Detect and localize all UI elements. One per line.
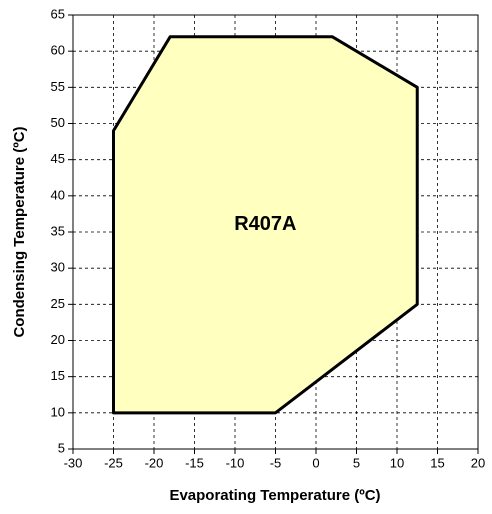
- y-tick-label: 5: [58, 440, 65, 455]
- y-tick-label: 10: [51, 404, 65, 419]
- y-tick-label: 15: [51, 368, 65, 383]
- x-tick-label: 20: [471, 455, 485, 470]
- y-tick-label: 45: [51, 151, 65, 166]
- x-tick-label: -10: [226, 455, 245, 470]
- y-tick-label: 20: [51, 332, 65, 347]
- x-tick-label: 10: [390, 455, 404, 470]
- x-tick-label: 0: [312, 455, 319, 470]
- envelope-label: R407A: [234, 213, 296, 235]
- y-tick-label: 55: [51, 79, 65, 94]
- x-axis-label: Evaporating Temperature (ºC): [169, 487, 380, 504]
- plot-frame: [72, 14, 479, 450]
- y-tick-label: 50: [51, 115, 65, 130]
- y-tick-label: 40: [51, 187, 65, 202]
- y-tick-label: 30: [51, 260, 65, 275]
- x-tick-label: -5: [270, 455, 282, 470]
- y-tick-label: 25: [51, 296, 65, 311]
- x-tick-label: 5: [353, 455, 360, 470]
- y-tick-label: 35: [51, 223, 65, 238]
- x-tick-label: -15: [185, 455, 204, 470]
- y-tick-label: 60: [51, 43, 65, 58]
- x-tick-label: -20: [145, 455, 164, 470]
- y-axis-label: Condensing Temperature (ºC): [11, 126, 28, 337]
- x-tick-label: -30: [64, 455, 83, 470]
- envelope: [112, 35, 419, 415]
- y-tick-label: 65: [51, 6, 65, 21]
- x-tick-label: 15: [430, 455, 444, 470]
- x-tick-label: -25: [104, 455, 123, 470]
